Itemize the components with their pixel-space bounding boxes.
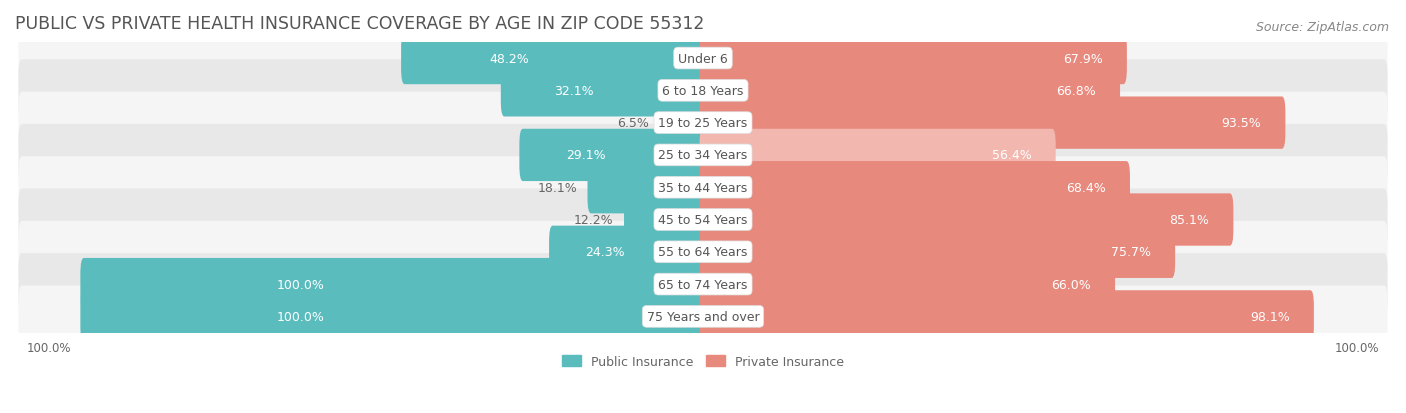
FancyBboxPatch shape [624, 194, 706, 246]
FancyBboxPatch shape [700, 290, 1313, 343]
FancyBboxPatch shape [18, 189, 1388, 251]
Text: 6.5%: 6.5% [617, 117, 650, 130]
Text: 12.2%: 12.2% [574, 214, 613, 226]
Text: 18.1%: 18.1% [537, 181, 578, 194]
FancyBboxPatch shape [80, 258, 706, 311]
FancyBboxPatch shape [18, 221, 1388, 283]
FancyBboxPatch shape [700, 258, 1115, 311]
Text: 98.1%: 98.1% [1250, 310, 1289, 323]
FancyBboxPatch shape [501, 65, 706, 117]
Text: Under 6: Under 6 [678, 52, 728, 65]
Text: PUBLIC VS PRIVATE HEALTH INSURANCE COVERAGE BY AGE IN ZIP CODE 55312: PUBLIC VS PRIVATE HEALTH INSURANCE COVER… [15, 15, 704, 33]
FancyBboxPatch shape [18, 125, 1388, 187]
FancyBboxPatch shape [18, 60, 1388, 122]
Text: 19 to 25 Years: 19 to 25 Years [658, 117, 748, 130]
Text: 66.0%: 66.0% [1052, 278, 1091, 291]
FancyBboxPatch shape [700, 129, 1056, 182]
FancyBboxPatch shape [18, 286, 1388, 348]
Text: 45 to 54 Years: 45 to 54 Years [658, 214, 748, 226]
Legend: Public Insurance, Private Insurance: Public Insurance, Private Insurance [557, 350, 849, 373]
Text: 68.4%: 68.4% [1066, 181, 1107, 194]
Text: 6 to 18 Years: 6 to 18 Years [662, 85, 744, 97]
FancyBboxPatch shape [18, 93, 1388, 154]
Text: 55 to 64 Years: 55 to 64 Years [658, 246, 748, 259]
FancyBboxPatch shape [18, 157, 1388, 219]
Text: Source: ZipAtlas.com: Source: ZipAtlas.com [1256, 21, 1389, 33]
Text: 75 Years and over: 75 Years and over [647, 310, 759, 323]
FancyBboxPatch shape [18, 254, 1388, 316]
FancyBboxPatch shape [700, 194, 1233, 246]
FancyBboxPatch shape [401, 33, 706, 85]
Text: 48.2%: 48.2% [489, 52, 529, 65]
Text: 100.0%: 100.0% [277, 310, 325, 323]
Text: 56.4%: 56.4% [991, 149, 1032, 162]
Text: 32.1%: 32.1% [554, 85, 593, 97]
FancyBboxPatch shape [588, 161, 706, 214]
Text: 35 to 44 Years: 35 to 44 Years [658, 181, 748, 194]
Text: 65 to 74 Years: 65 to 74 Years [658, 278, 748, 291]
Text: 93.5%: 93.5% [1222, 117, 1261, 130]
Text: 67.9%: 67.9% [1063, 52, 1102, 65]
FancyBboxPatch shape [700, 161, 1130, 214]
FancyBboxPatch shape [519, 129, 706, 182]
Text: 100.0%: 100.0% [277, 278, 325, 291]
FancyBboxPatch shape [550, 226, 706, 278]
FancyBboxPatch shape [80, 290, 706, 343]
Text: 75.7%: 75.7% [1111, 246, 1152, 259]
Text: 24.3%: 24.3% [585, 246, 626, 259]
FancyBboxPatch shape [659, 97, 706, 150]
FancyBboxPatch shape [700, 226, 1175, 278]
FancyBboxPatch shape [700, 65, 1121, 117]
Text: 29.1%: 29.1% [567, 149, 606, 162]
FancyBboxPatch shape [700, 33, 1126, 85]
FancyBboxPatch shape [18, 28, 1388, 90]
Text: 25 to 34 Years: 25 to 34 Years [658, 149, 748, 162]
Text: 66.8%: 66.8% [1056, 85, 1097, 97]
FancyBboxPatch shape [700, 97, 1285, 150]
Text: 85.1%: 85.1% [1170, 214, 1209, 226]
